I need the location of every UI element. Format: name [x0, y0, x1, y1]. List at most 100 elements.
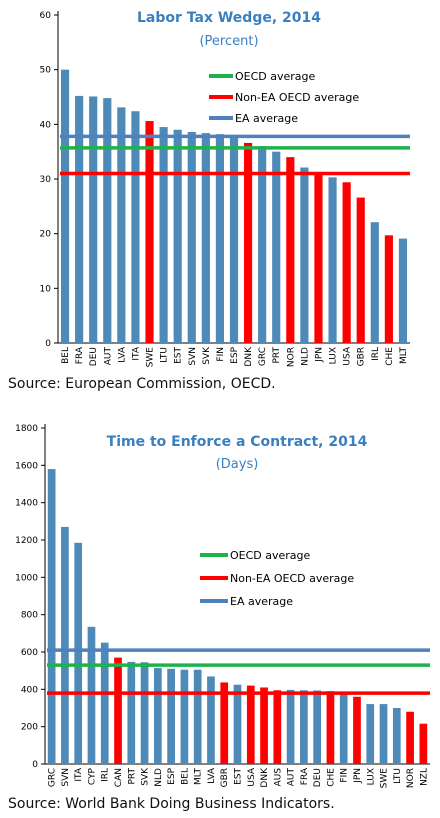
y-tick-label: 1200 — [15, 536, 38, 546]
x-tick-label: PRT — [127, 768, 137, 785]
x-tick-label: ITA — [131, 346, 141, 360]
x-tick-label: SWE — [380, 768, 390, 789]
bar-deu — [89, 96, 98, 343]
y-tick-label: 40 — [40, 120, 52, 130]
x-tick-label: CYP — [87, 767, 97, 785]
bar-svk — [201, 133, 210, 343]
x-tick-label: JPN — [353, 768, 363, 784]
x-tick-label: SWE — [146, 347, 156, 368]
bar-usa — [246, 685, 255, 764]
chart-subtitle: (Days) — [216, 457, 259, 472]
bar-ita — [131, 111, 140, 343]
time-to-enforce-chart: Time to Enforce a Contract, 2014 (Days) … — [15, 424, 430, 789]
y-tick-label: 1400 — [15, 499, 38, 509]
chart-subtitle: (Percent) — [199, 34, 258, 49]
x-tick-label: IRL — [101, 768, 111, 782]
x-tick-label: LVA — [117, 346, 127, 363]
x-tick-label: BEL — [180, 768, 190, 785]
bar-che — [384, 235, 393, 343]
bar-gbr — [356, 197, 365, 343]
bar-svn — [187, 131, 196, 343]
x-tick-label: PRT — [272, 347, 282, 364]
x-tick-label: SVN — [61, 768, 71, 787]
y-tick-label: 800 — [21, 611, 38, 621]
bar-dnk — [260, 687, 268, 764]
bar-lux — [328, 177, 337, 343]
chart-title: Labor Tax Wedge, 2014 — [137, 10, 321, 26]
x-tick-label: LUX — [366, 768, 376, 785]
x-tick-label: SVN — [188, 347, 198, 366]
bar-mlt — [193, 669, 202, 764]
legend-label: OECD average — [230, 549, 311, 562]
x-tick-label: FRA — [300, 767, 310, 785]
x-tick-label: GBR — [220, 768, 230, 787]
bar-esp — [167, 668, 175, 764]
x-tick-label: ESP — [230, 346, 240, 363]
x-tick-label: JPN — [314, 347, 324, 363]
x-tick-label: AUS — [273, 768, 283, 787]
bar-fra — [300, 690, 308, 764]
x-tick-label: LTU — [160, 347, 170, 363]
x-tick-label: ITA — [74, 767, 84, 781]
bar-grc — [47, 469, 56, 764]
x-tick-label: LTU — [393, 768, 403, 784]
bar-fin — [215, 134, 225, 343]
y-tick-label: 200 — [21, 723, 38, 733]
x-tick-label: NLD — [300, 347, 310, 366]
x-tick-label: GRC — [258, 347, 268, 366]
bar-dnk — [243, 142, 253, 343]
bar-jpn — [353, 696, 361, 764]
bar-aus — [273, 690, 282, 764]
y-tick-label: 600 — [21, 648, 38, 658]
x-tick-label: EST — [234, 768, 244, 785]
x-tick-label: FIN — [216, 347, 226, 362]
x-tick-label: NZL — [419, 768, 429, 786]
bar-mlt — [398, 238, 408, 343]
bar-lva — [117, 107, 126, 344]
x-tick-label: FRA — [75, 346, 85, 364]
bar-lux — [366, 704, 375, 764]
bar-nld — [300, 167, 309, 343]
bar-irl — [100, 642, 109, 764]
x-tick-label: LUX — [329, 347, 339, 364]
y-tick-label: 0 — [32, 760, 38, 770]
chart-title: Time to Enforce a Contract, 2014 — [107, 434, 368, 450]
x-tick-label: EST — [174, 347, 184, 364]
x-tick-label: GBR — [357, 347, 367, 366]
x-tick-label: USA — [247, 767, 257, 786]
bar-cyp — [87, 626, 96, 764]
y-tick-label: 20 — [40, 230, 52, 240]
y-tick-label: 1600 — [15, 461, 38, 471]
x-tick-label: MLT — [194, 768, 204, 786]
bar-ita — [74, 542, 83, 764]
x-tick-label: IRL — [371, 347, 381, 361]
y-tick-label: 50 — [40, 66, 52, 76]
bar-ltu — [159, 127, 168, 343]
legend-label: EA average — [235, 112, 298, 125]
x-tick-label: BEL — [61, 347, 71, 364]
x-tick-label: SVK — [141, 767, 151, 786]
bar-prt — [272, 151, 281, 343]
x-tick-label: DEU — [89, 347, 99, 366]
x-tick-label: CHE — [326, 768, 336, 787]
bar-svk — [140, 662, 149, 764]
bar-swe — [379, 704, 388, 764]
bar-bel — [180, 669, 189, 764]
bar-lva — [207, 676, 215, 764]
x-tick-label: NLD — [154, 768, 164, 787]
x-tick-label: SVK — [202, 346, 212, 365]
bar-est — [233, 684, 242, 764]
bar-grc — [258, 146, 267, 343]
x-tick-label: DNK — [244, 346, 254, 367]
bar-bel — [60, 69, 70, 344]
bar-aut — [286, 689, 295, 764]
bar-fin — [339, 694, 348, 764]
legend-label: Non-EA OECD average — [235, 91, 359, 104]
y-tick-label: 1000 — [15, 573, 38, 583]
bar-che — [326, 691, 335, 764]
bar-svn — [61, 526, 69, 764]
x-tick-label: DEU — [313, 768, 323, 787]
bar-nld — [153, 668, 162, 764]
chart-source: Source: European Commission, OECD. — [8, 376, 276, 392]
x-tick-label: USA — [343, 346, 353, 365]
